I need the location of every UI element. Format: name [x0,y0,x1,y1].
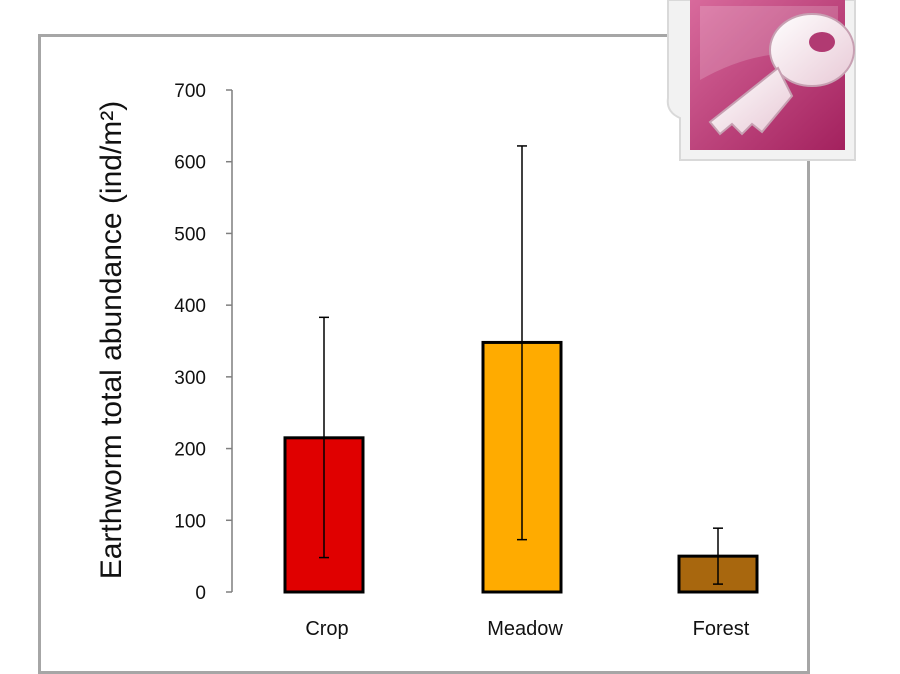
y-tick-label: 200 [174,440,206,461]
y-tick-label: 0 [195,583,206,604]
y-tick-label: 400 [174,296,206,317]
x-tick-label-forest: Forest [693,618,750,640]
y-tick-label: 500 [174,224,206,245]
y-tick-label: 100 [174,511,206,532]
bars [283,340,759,594]
key-icon [666,0,856,161]
x-tick-label-crop: Crop [305,618,348,640]
y-axis: 0 100 200 300 400 500 600 700 [174,81,233,604]
error-bars [319,145,723,585]
x-tick-label-meadow: Meadow [487,618,563,640]
x-axis-labels: Crop Meadow Forest [305,618,749,640]
y-tick-label: 600 [174,153,206,174]
y-tick-label: 300 [174,368,206,389]
y-tick-label: 700 [174,81,206,102]
y-axis-title: Earthworm total abundance (ind/m²) [95,101,128,580]
